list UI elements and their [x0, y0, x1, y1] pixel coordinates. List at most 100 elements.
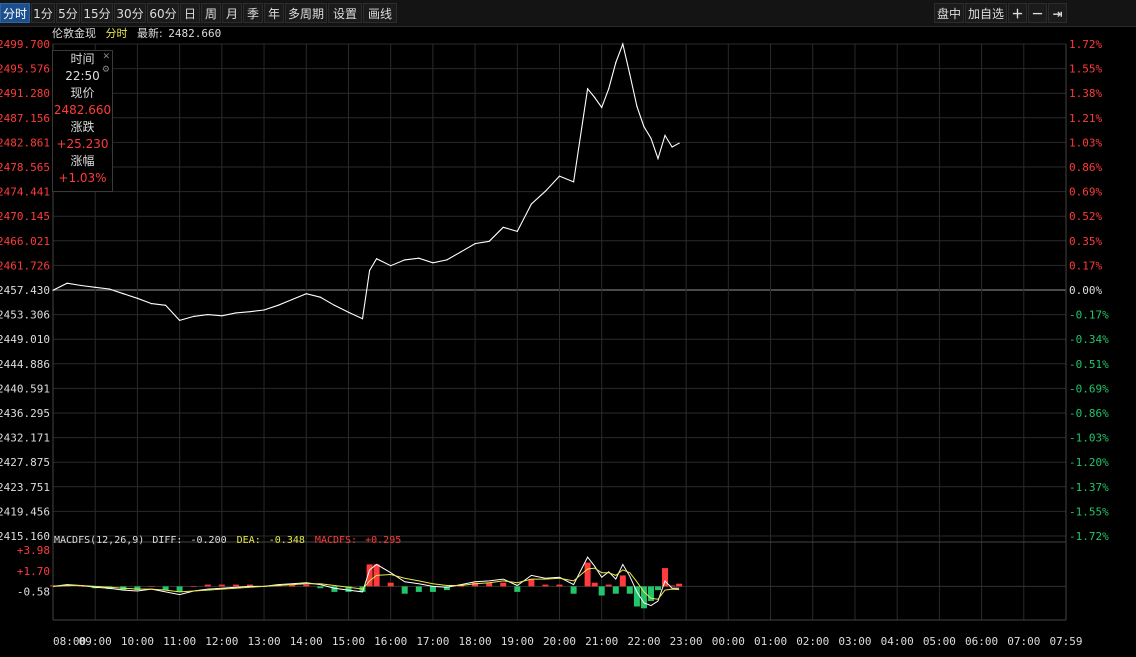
price-point [502, 226, 504, 228]
close-icon[interactable]: ✕ [102, 52, 110, 62]
price-point [678, 142, 680, 144]
price-point [636, 105, 638, 107]
macd-bar [176, 586, 183, 592]
period-tab-8[interactable]: 月 [222, 3, 242, 23]
price-point [52, 289, 54, 291]
latest-label: 最新: [137, 27, 163, 40]
macd-bar [331, 586, 338, 592]
period-tab-1[interactable]: 1分 [31, 3, 55, 23]
x-tick-label: 19:00 [501, 635, 534, 648]
period-tab-5[interactable]: 60分 [147, 3, 179, 23]
price-point [361, 318, 364, 320]
chart-area[interactable]: 2499.700 2495.576 2491.280 2487.156 2482.861… [0, 26, 1136, 657]
y-tick-label-left: 2457.430 [0, 284, 50, 297]
price-point [558, 175, 561, 177]
price-point [390, 265, 392, 267]
price-point [615, 62, 617, 64]
grid [52, 43, 1067, 621]
x-tick-label: 05:00 [923, 635, 956, 648]
macd-bar [584, 562, 591, 587]
settings-icon[interactable]: ⚙ [101, 65, 110, 75]
period-tab-0[interactable]: 分时 [0, 3, 30, 23]
period-tab-2[interactable]: 5分 [56, 3, 80, 23]
x-tick-label: 21:00 [585, 635, 618, 648]
macd-bar [204, 584, 211, 587]
macd-bar [162, 586, 169, 591]
macd-bar [134, 586, 141, 591]
macd-bar [500, 582, 507, 587]
price-point [664, 134, 666, 136]
y-tick-label-left: 2466.021 [0, 235, 50, 248]
intraday-button[interactable]: 盘中 [934, 3, 964, 23]
price-point [369, 269, 371, 271]
macd-bar [648, 586, 654, 601]
period-tab-13[interactable]: 画线 [363, 3, 397, 23]
macd-bar [605, 584, 612, 587]
period-tab-12[interactable]: 设置 [328, 3, 362, 23]
price-point [221, 315, 223, 317]
tooltip-price-label: 现价 [70, 86, 95, 100]
price-point [193, 315, 195, 317]
x-tick-label: 08:00 [53, 635, 86, 648]
price-point [305, 293, 307, 295]
plus-icon[interactable]: ＋ [1008, 3, 1027, 23]
x-tick-label: 23:00 [670, 635, 703, 648]
y-tick-label-right: -1.55% [1069, 505, 1109, 518]
y-tick-label-right: 0.52% [1069, 210, 1102, 223]
chart-lines [52, 42, 680, 607]
x-tick-label: 18:00 [459, 635, 492, 648]
y-tick-label-right: 1.55% [1069, 63, 1102, 76]
macd-bar [556, 584, 563, 587]
diff-value: -0.200 [190, 535, 227, 546]
macd-bar [662, 568, 668, 587]
y-tick-label-left: 2419.456 [0, 505, 50, 518]
period-tab-11[interactable]: 多周期 [285, 3, 327, 23]
period-tab-4[interactable]: 30分 [114, 3, 146, 23]
tooltip-time-value: 22:50 [65, 69, 100, 83]
price-point [235, 312, 237, 314]
macd-bar [640, 586, 647, 609]
instrument-name: 伦敦金现 [52, 27, 96, 40]
period-tab-9[interactable]: 季 [243, 3, 263, 23]
tooltip-pct-label: 涨幅 [70, 154, 95, 168]
price-point [460, 251, 462, 253]
macd-bar [528, 579, 535, 587]
y-tick-label-left: 2423.751 [0, 481, 50, 494]
period-tab-7[interactable]: 周 [201, 3, 221, 23]
add-watchlist-button[interactable]: 加自选 [965, 3, 1007, 23]
period-tab-3[interactable]: 15分 [81, 3, 113, 23]
y-tick-label-right: -1.37% [1069, 481, 1109, 494]
y-tick-label-right: 0.00% [1069, 284, 1102, 297]
period-tab-6[interactable]: 日 [180, 3, 200, 23]
y-tick-label-right: 0.17% [1069, 259, 1102, 272]
price-point [657, 158, 659, 160]
macd-title: MACDFS(12,26,9) [54, 535, 145, 546]
x-tick-label: 13:00 [247, 635, 280, 648]
y-tick-label-left: 2415.160 [0, 530, 50, 543]
y-tick-label-left: 2444.886 [0, 358, 50, 371]
y-tick-label-left: 2436.295 [0, 407, 50, 420]
y-tick-label-left: 2478.565 [0, 161, 50, 174]
y-tick-label-right: 0.35% [1069, 235, 1102, 248]
y-tick-label-left: 2427.875 [0, 456, 50, 469]
y-tick-label-left: 2449.010 [0, 333, 50, 346]
price-point [643, 126, 645, 128]
price-point [446, 259, 448, 261]
period-label: 分时 [105, 27, 128, 40]
price-point [488, 240, 490, 242]
period-tab-10[interactable]: 年 [264, 3, 284, 23]
macd-bar [472, 582, 479, 587]
y-tick-label-left: 2491.280 [0, 87, 50, 100]
y-tick-label-right: 0.69% [1069, 186, 1102, 199]
price-point [594, 96, 596, 99]
pin-right-icon[interactable]: ⇥ [1048, 3, 1067, 23]
minus-icon[interactable]: － [1028, 3, 1047, 23]
crosshair-tooltip: ✕ ⚙ 时间 22:50 现价 2482.660 涨跌 +25.230 涨幅 +… [52, 50, 113, 192]
y-tick-label-right: -0.34% [1069, 333, 1109, 346]
price-point [80, 284, 82, 287]
y-axis-right: 1.72% 1.55% 1.38% 1.21% 1.03% 0.86% 0.69% 0.52%… [1069, 38, 1109, 543]
macd-title-bar: MACDFS(12,26,9) DIFF: -0.200 DEA: -0.348… [54, 535, 405, 546]
y-tick-label-right: -0.69% [1069, 382, 1109, 395]
y-tick-label-left: 2440.591 [0, 382, 50, 395]
macd-bar [676, 583, 683, 587]
